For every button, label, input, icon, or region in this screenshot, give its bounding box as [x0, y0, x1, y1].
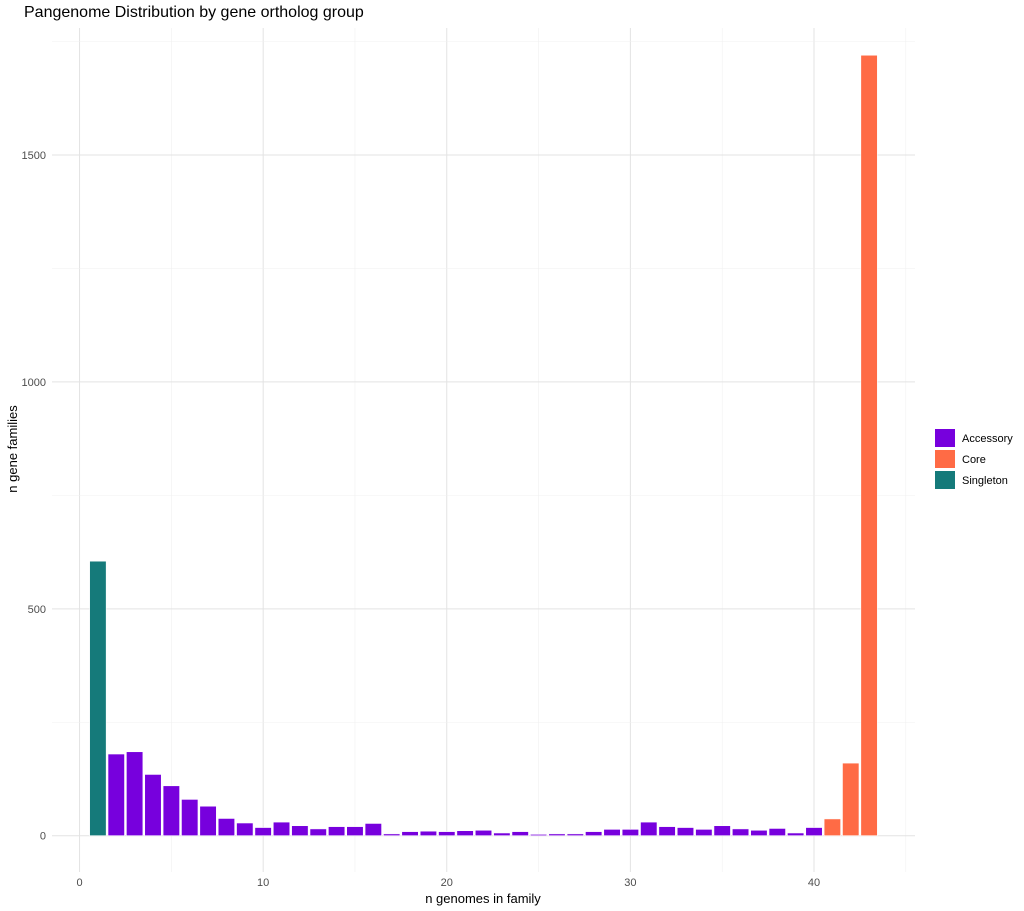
- x-axis-title: n genomes in family: [425, 891, 541, 906]
- bar-accessory-28: [585, 831, 603, 836]
- bar-accessory-9: [236, 822, 254, 836]
- y-tick-label: 1000: [22, 377, 46, 389]
- bar-accessory-13: [309, 828, 327, 836]
- x-tick-labels: 0 10 20 30 40: [76, 877, 820, 889]
- bars: [89, 54, 878, 836]
- bar-accessory-19: [419, 830, 437, 836]
- bar-accessory-30: [621, 829, 639, 836]
- bar-accessory-31: [640, 821, 658, 836]
- x-tick-label: 0: [76, 877, 82, 889]
- bar-accessory-23: [493, 832, 511, 836]
- bar-accessory-12: [291, 825, 309, 836]
- bar-accessory-29: [603, 829, 621, 836]
- bar-accessory-10: [254, 827, 272, 836]
- bar-accessory-32: [658, 826, 676, 836]
- x-tick-label: 10: [257, 877, 269, 889]
- legend-key-singleton: [935, 471, 955, 489]
- x-tick-label: 40: [808, 877, 820, 889]
- bar-accessory-34: [695, 829, 713, 836]
- bar-accessory-3: [126, 751, 144, 836]
- bar-accessory-26: [548, 833, 566, 836]
- bar-accessory-7: [199, 805, 217, 836]
- bar-accessory-22: [474, 829, 493, 836]
- bar-accessory-18: [401, 831, 419, 836]
- bar-accessory-8: [217, 818, 235, 836]
- bar-core-41: [823, 818, 841, 836]
- legend-key-accessory: [935, 429, 955, 447]
- y-tick-label: 1500: [22, 150, 46, 162]
- bar-accessory-16: [364, 823, 382, 836]
- y-axis-title: n gene families: [5, 405, 20, 493]
- legend: Accessory Core Singleton: [935, 429, 1013, 489]
- bar-accessory-14: [328, 826, 346, 836]
- bar-accessory-38: [768, 828, 786, 836]
- grid: [52, 28, 915, 872]
- bar-core-43: [860, 54, 878, 836]
- bar-accessory-33: [676, 827, 695, 836]
- bar-accessory-20: [438, 831, 456, 836]
- bar-accessory-40: [805, 827, 823, 836]
- bar-singleton-1: [89, 560, 107, 836]
- y-tick-label: 500: [28, 604, 46, 616]
- legend-label-core: Core: [962, 454, 986, 466]
- legend-label-singleton: Singleton: [962, 475, 1008, 487]
- y-tick-labels: 0 500 1000 1500: [22, 150, 46, 843]
- legend-label-accessory: Accessory: [962, 433, 1013, 445]
- x-tick-label: 30: [624, 877, 636, 889]
- bar-accessory-27: [566, 833, 584, 836]
- chart-title: Pangenome Distribution by gene ortholog …: [24, 4, 364, 21]
- bar-accessory-35: [713, 825, 731, 836]
- bar-accessory-36: [732, 828, 750, 836]
- bar-accessory-39: [787, 832, 805, 836]
- bar-accessory-4: [144, 774, 162, 836]
- bar-accessory-6: [181, 799, 199, 836]
- bar-accessory-21: [456, 830, 474, 836]
- legend-key-core: [935, 450, 955, 468]
- bar-accessory-2: [107, 753, 125, 836]
- bar-accessory-5: [162, 785, 180, 836]
- bar-accessory-15: [346, 826, 364, 836]
- bar-accessory-17: [383, 833, 401, 836]
- bar-accessory-11: [272, 821, 291, 836]
- x-tick-label: 20: [441, 877, 453, 889]
- bar-core-42: [842, 762, 860, 836]
- bar-accessory-24: [511, 831, 529, 836]
- bar-accessory-37: [750, 829, 768, 836]
- y-tick-label: 0: [40, 831, 46, 843]
- bar-accessory-25: [530, 834, 548, 836]
